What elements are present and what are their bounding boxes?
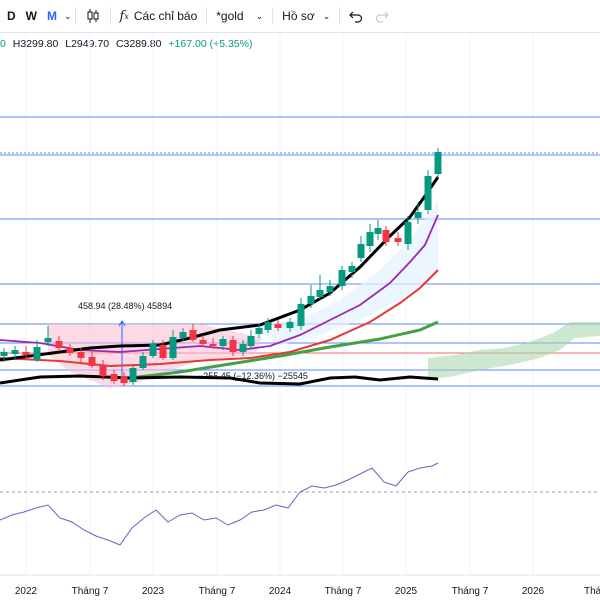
candle-body: [357, 244, 365, 258]
x-tick-label: 2025: [395, 586, 418, 597]
price-chart[interactable]: 458.94 (28.48%) 45894 −255.45 (−12.36%) …: [0, 33, 600, 600]
candle-body: [179, 332, 187, 338]
candle-body: [55, 341, 63, 348]
x-tick-label: Tháng 7: [199, 586, 236, 597]
candle-body: [239, 344, 247, 352]
ema-green-line: [129, 320, 439, 380]
candle-body: [110, 374, 118, 381]
x-tick-label: 2026: [522, 586, 545, 597]
x-tick-label: 2022: [15, 586, 38, 597]
candle-body: [247, 336, 255, 346]
x-tick-label: 2024: [269, 586, 292, 597]
symbol-chevron-down-icon: ⌄: [255, 10, 264, 21]
profile-label: Hồ sơ: [282, 9, 315, 23]
profile-chevron-down-icon: ⌄: [322, 10, 331, 21]
candle-body: [316, 290, 324, 297]
x-axis: 2022 Tháng 7 2023 Tháng 7 2024 Tháng 7 2…: [0, 574, 600, 597]
candle-body: [404, 222, 412, 244]
candles: [0, 148, 442, 386]
profile-button[interactable]: Hồ sơ ⌄: [276, 0, 336, 32]
measure-down-label: −255.45 (−12.36%) −25545: [198, 371, 308, 381]
candle-body: [219, 339, 227, 346]
candle-body: [199, 340, 207, 344]
toolbar-divider: [109, 7, 111, 25]
candle-body: [139, 356, 147, 368]
toolbar-divider: [272, 7, 274, 25]
x-tick-label: Tháng: [584, 586, 600, 597]
interval-group: D W M ⌄: [0, 0, 72, 32]
grid: [25, 33, 534, 575]
candle-body: [0, 352, 8, 356]
undo-icon: [349, 9, 363, 23]
symbol-search-label: *gold: [216, 9, 244, 23]
ohlc-legend: 0 H3299.80 L2949.70 C3289.80 +167.00 (+5…: [0, 38, 252, 50]
toolbar-divider: [74, 7, 76, 25]
toolbar-divider: [339, 7, 341, 25]
candle-body: [11, 350, 19, 354]
candle-body: [33, 347, 41, 360]
candle-body: [189, 330, 197, 340]
lower-band-line: [0, 374, 439, 386]
interval-m-button[interactable]: M: [47, 9, 57, 23]
candle-body: [394, 238, 402, 242]
measure-up-label: 458.94 (28.48%) 45894: [78, 301, 172, 311]
ichimoku-cloud: [428, 322, 600, 380]
x-tick-label: Tháng 7: [72, 586, 109, 597]
interval-chevron-down-icon[interactable]: ⌄: [64, 10, 72, 21]
x-tick-label: 2023: [142, 586, 165, 597]
candle-type-button[interactable]: [79, 0, 107, 32]
ema-purple-line: [0, 214, 439, 353]
candle-body: [149, 344, 157, 356]
ohlc-high: H3299.80: [12, 38, 59, 50]
candle-body: [229, 340, 237, 352]
ema-black-line: [0, 176, 440, 362]
interval-d-button[interactable]: D: [7, 9, 16, 23]
ohlc-low: L2949.70: [65, 38, 110, 50]
candle-body: [348, 266, 356, 272]
candle-body: [255, 328, 263, 334]
candle-body: [374, 228, 382, 234]
candle-body: [77, 352, 85, 358]
symbol-search-button[interactable]: *gold ⌄: [210, 0, 269, 32]
toolbar-divider: [206, 7, 208, 25]
candle-body: [307, 296, 315, 304]
candle-body: [88, 357, 96, 366]
candle-body: [264, 322, 272, 330]
candle-body: [209, 344, 217, 346]
ohlc-open: 0: [0, 38, 6, 50]
candle-body: [159, 345, 167, 358]
candle-body: [326, 286, 334, 292]
candle-body: [22, 352, 30, 355]
candle-body: [120, 376, 128, 383]
candle-body: [286, 322, 294, 328]
redo-icon: [375, 9, 390, 23]
candle-body: [66, 348, 74, 353]
undo-button[interactable]: [343, 0, 369, 32]
candle-body: [382, 230, 390, 242]
indicators-label: Các chỉ báo: [133, 9, 198, 23]
x-tick-label: Tháng 7: [325, 586, 362, 597]
candlestick-icon: [85, 8, 101, 24]
x-tick-label: Tháng 7: [452, 586, 489, 597]
ohlc-change: +167.00 (+5.35%): [168, 38, 253, 50]
candle-body: [129, 368, 137, 382]
candle-body: [424, 176, 432, 210]
candle-body: [366, 232, 374, 246]
candle-body: [338, 270, 346, 286]
candle-body: [297, 304, 305, 326]
candle-body: [274, 324, 282, 328]
ohlc-close: C3289.80: [115, 38, 162, 50]
interval-w-button[interactable]: W: [25, 9, 37, 23]
candle-body: [414, 212, 422, 218]
candle-body: [434, 152, 442, 174]
candle-body: [44, 338, 52, 342]
redo-button[interactable]: [369, 0, 395, 32]
rsi-line: [0, 462, 439, 546]
candle-body: [99, 365, 107, 376]
candle-body: [169, 337, 177, 358]
